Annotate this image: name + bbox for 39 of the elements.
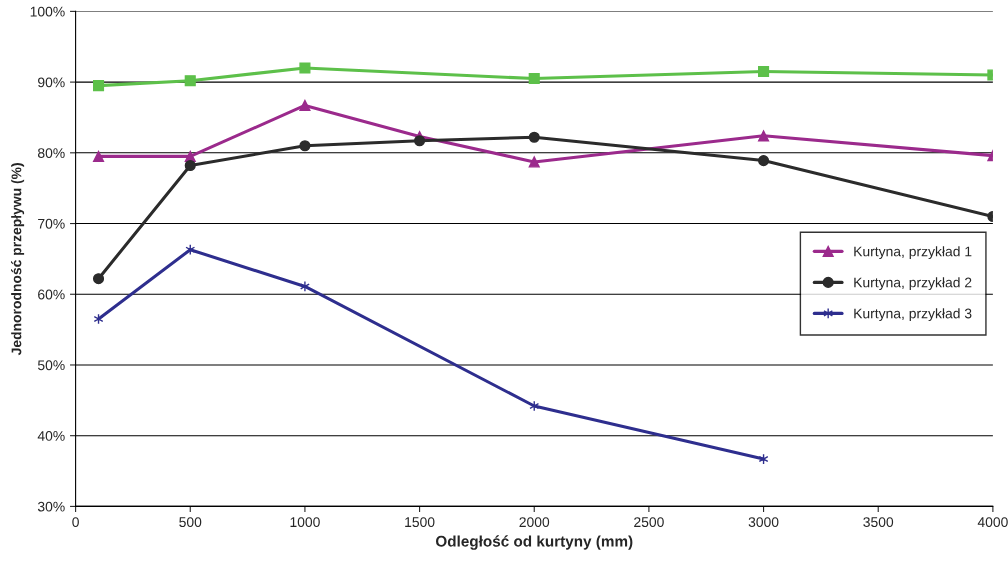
point — [528, 73, 540, 85]
point — [299, 140, 311, 152]
point — [758, 65, 770, 78]
x-tick-label: 3500 — [863, 517, 894, 528]
point — [184, 150, 196, 162]
point — [758, 155, 770, 167]
point — [299, 99, 311, 111]
point — [92, 150, 105, 162]
point — [92, 273, 105, 285]
point — [758, 130, 770, 142]
point — [528, 131, 540, 143]
point — [300, 280, 310, 293]
y-tick-label: 40% — [37, 431, 65, 441]
x-tick-label: 2500 — [634, 517, 664, 528]
point — [92, 80, 105, 92]
legend-label: Kurtyna, przykład 1 — [854, 246, 972, 260]
y-tick-label: 100% — [30, 6, 65, 17]
point — [414, 135, 426, 147]
x-tick-label: 1500 — [405, 517, 435, 528]
x-tick-label: 1000 — [290, 517, 320, 528]
x-tick-label: 0 — [72, 517, 79, 528]
point — [528, 156, 540, 168]
y-tick-label: 50% — [37, 360, 65, 371]
legend-label: Kurtyna, przykład 3 — [854, 308, 972, 322]
y-tick-label: 90% — [38, 77, 65, 88]
x-tick-label: 3000 — [748, 517, 779, 528]
y-tick-label: 60% — [38, 289, 65, 300]
y-tick-label: 80% — [37, 148, 65, 158]
y-tick-label: 30% — [37, 501, 65, 512]
x-axis-title: Odległość od kurtyny (mm) — [435, 535, 633, 550]
y-axis-title: Jednorodność przepływu (%) — [11, 163, 25, 356]
point — [299, 62, 311, 74]
x-tick-label: 4000 — [977, 517, 1008, 528]
legend-label: Kurtyna, przykład 2 — [854, 277, 972, 291]
point — [184, 75, 196, 87]
x-tick-label: 500 — [179, 517, 202, 528]
point — [184, 159, 196, 172]
y-tick-label: 70% — [38, 218, 65, 229]
x-tick-label: 2000 — [519, 517, 550, 528]
